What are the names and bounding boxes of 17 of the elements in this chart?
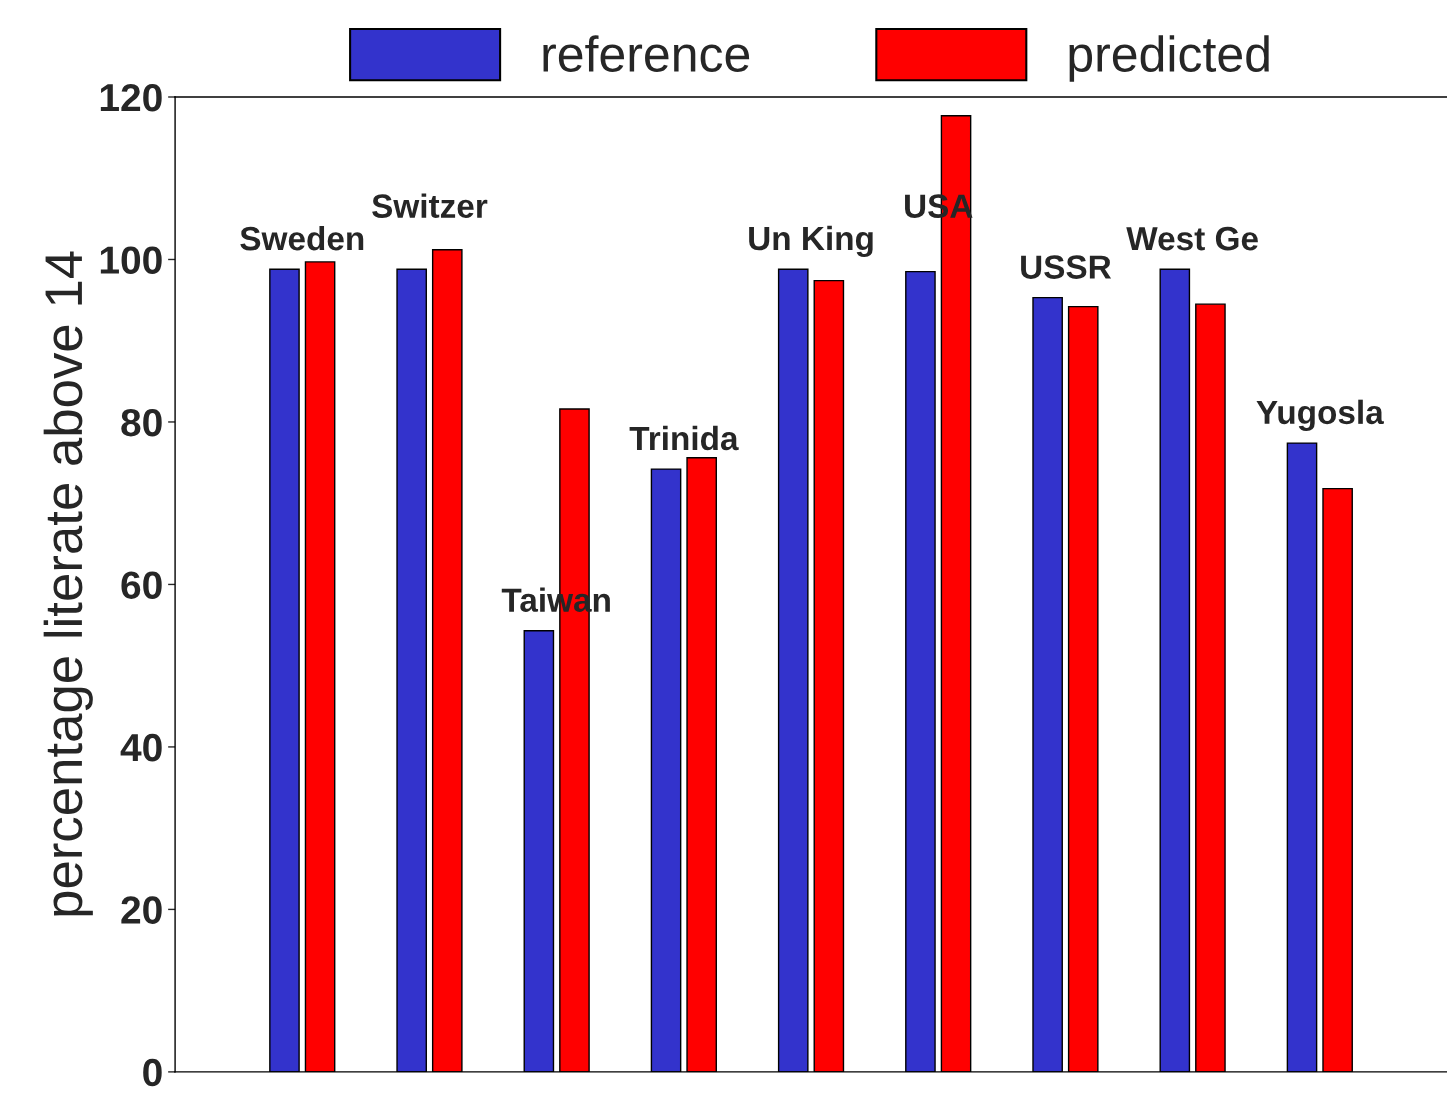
x-tick-label: Yugosla bbox=[1256, 399, 1384, 431]
x-tick-label: Trinida bbox=[629, 425, 739, 451]
x-tick-label: West Ge bbox=[1126, 226, 1258, 251]
y-tick-label: 20 bbox=[121, 896, 162, 924]
x-tick-label: Un King bbox=[749, 225, 873, 258]
legend-label: reference bbox=[543, 35, 750, 72]
x-tick-label: Sweden bbox=[240, 225, 364, 251]
y-tick-label: 100 bbox=[100, 246, 162, 274]
y-tick-label: 80 bbox=[121, 408, 162, 437]
y-tick-label: 0 bbox=[143, 1058, 162, 1087]
y-tick-label: 120 bbox=[100, 83, 162, 112]
legend-label: predicted bbox=[1069, 35, 1269, 82]
y-axis-title: percentage literate above 14 bbox=[43, 251, 93, 916]
x-tick-label: Switzer bbox=[372, 193, 488, 218]
y-tick-label: 60 bbox=[121, 571, 162, 599]
y-tick-label: 40 bbox=[120, 733, 162, 762]
x-tick-label: USSR bbox=[1021, 255, 1112, 279]
